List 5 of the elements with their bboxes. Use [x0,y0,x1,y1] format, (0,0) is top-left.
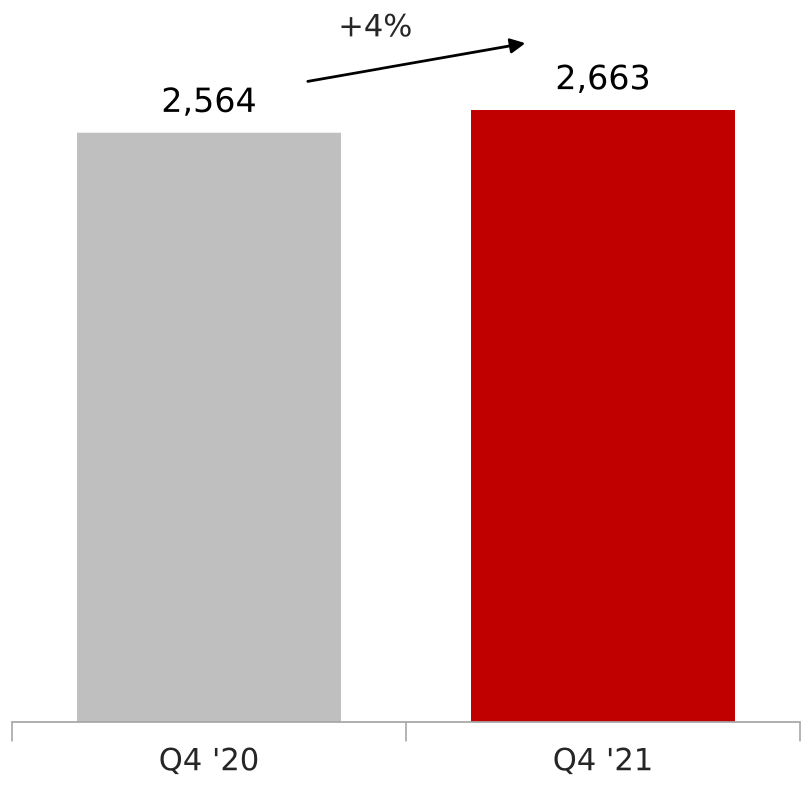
x-tick-label: Q4 '21 [554,748,650,774]
text: +4% [341,14,411,37]
data-label: 2,564 [164,87,255,116]
data-label: 2,663 [558,64,648,94]
x-tick-label: Q4 '20 [160,748,258,774]
